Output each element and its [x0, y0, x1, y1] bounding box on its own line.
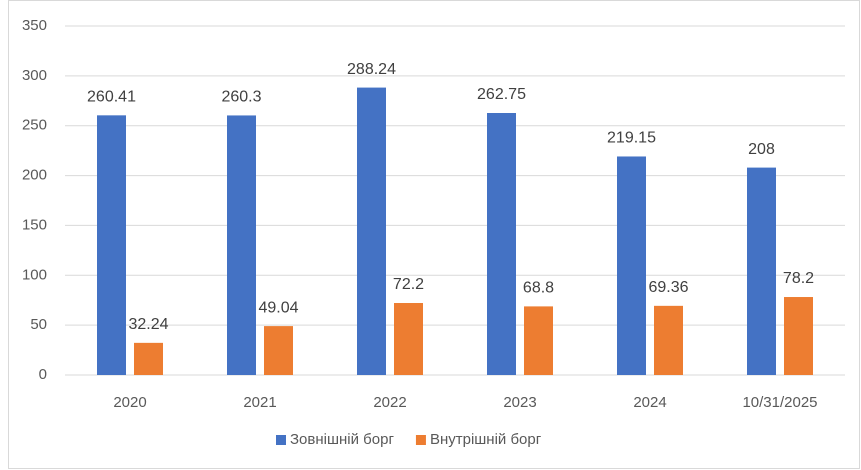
data-label: 262.75	[477, 86, 526, 103]
x-tick-label: 10/31/2025	[742, 394, 817, 411]
data-label: 72.2	[393, 276, 424, 293]
data-label: 219.15	[607, 130, 656, 147]
y-tick-label: 150	[22, 216, 47, 233]
legend-swatch	[415, 435, 426, 445]
data-label: 49.04	[258, 299, 298, 316]
bar	[394, 303, 423, 375]
data-label: 288.24	[347, 61, 396, 78]
bar	[524, 306, 553, 375]
bar	[617, 156, 646, 375]
x-tick-label: 2022	[373, 394, 406, 411]
bar	[654, 305, 683, 375]
bar	[134, 342, 163, 375]
bar	[227, 115, 256, 375]
bar	[97, 115, 126, 375]
data-label: 78.2	[783, 270, 814, 287]
data-label: 69.36	[648, 279, 688, 296]
data-label: 208	[748, 141, 775, 158]
x-tick-label: 2021	[243, 394, 276, 411]
y-tick-label: 50	[30, 316, 47, 333]
x-tick-label: 2020	[113, 394, 146, 411]
bar	[747, 167, 776, 375]
legend-swatch	[276, 435, 286, 445]
y-tick-label: 250	[22, 117, 47, 134]
bar	[487, 113, 516, 375]
legend-label: Зовнішній борг	[290, 431, 394, 448]
y-tick-label: 300	[22, 67, 47, 84]
x-tick-label: 2023	[503, 394, 536, 411]
data-label: 260.41	[87, 89, 136, 106]
legend-label: Внутрішній борг	[430, 431, 542, 448]
data-label: 32.24	[128, 316, 168, 333]
y-tick-label: 0	[39, 366, 47, 383]
bar	[264, 326, 293, 375]
y-tick-label: 350	[22, 17, 47, 34]
data-label: 260.3	[221, 89, 261, 106]
bar	[784, 297, 813, 375]
bar	[357, 87, 386, 375]
x-tick-label: 2024	[633, 394, 666, 411]
chart-frame	[8, 0, 860, 469]
data-label: 68.8	[523, 280, 554, 297]
y-tick-label: 100	[22, 266, 47, 283]
y-tick-label: 200	[22, 167, 47, 184]
